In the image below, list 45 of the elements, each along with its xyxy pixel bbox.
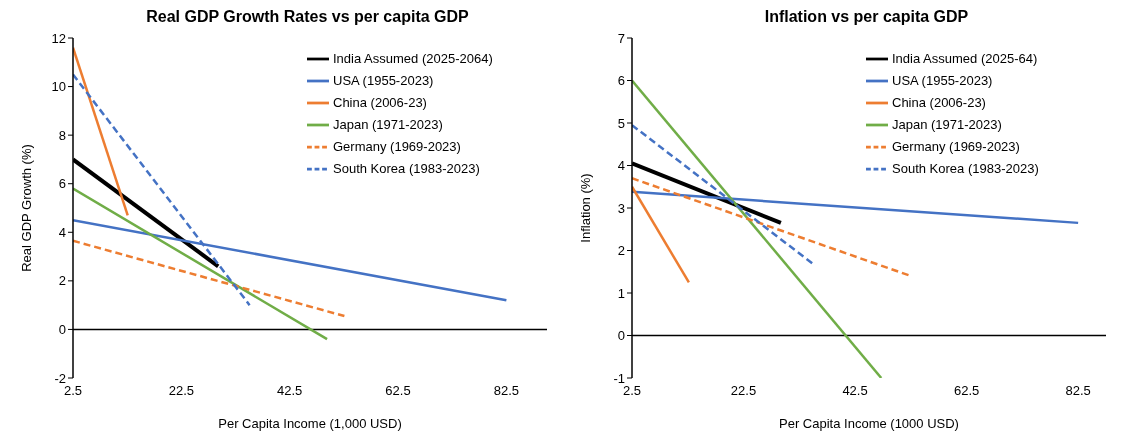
x-tick-label: 62.5 xyxy=(385,383,411,399)
y-axis-title: Real GDP Growth (%) xyxy=(18,144,34,272)
x-tick-label: 82.5 xyxy=(493,383,520,399)
x-tick-label: 82.5 xyxy=(1065,383,1091,399)
legend-label: India Assumed (2025-64) xyxy=(892,51,1038,67)
x-tick-label: 42.5 xyxy=(277,383,303,399)
legend-label: Japan (1971-2023) xyxy=(333,117,443,133)
y-tick-label: -1 xyxy=(613,370,625,386)
y-axis-title: Inflation (%) xyxy=(577,173,593,243)
x-axis-title: Per Capita Income (1,000 USD) xyxy=(218,416,402,431)
y-tick-label: 1 xyxy=(617,285,625,301)
x-tick-label: 2.5 xyxy=(63,383,83,399)
y-tick-label: 6 xyxy=(617,73,625,89)
legend-label: South Korea (1983-2023) xyxy=(892,161,1039,177)
y-tick-label: 10 xyxy=(51,79,66,95)
y-tick-label: 12 xyxy=(51,30,66,46)
y-tick-label: 6 xyxy=(58,176,66,192)
legend-label: Germany (1969-2023) xyxy=(333,139,461,155)
y-tick-label: 0 xyxy=(58,322,66,338)
x-axis-title: Per Capita Income (1000 USD) xyxy=(779,416,959,431)
x-tick-label: 42.5 xyxy=(842,383,868,399)
y-tick-label: 2 xyxy=(58,273,66,289)
y-tick-label: 4 xyxy=(617,158,625,174)
legend-label: China (2006-23) xyxy=(333,95,427,111)
y-tick-label: 4 xyxy=(58,224,66,240)
legend-label: India Assumed (2025-2064) xyxy=(333,51,493,67)
x-tick-label: 22.5 xyxy=(730,383,757,399)
x-tick-label: 22.5 xyxy=(168,383,194,399)
legend-label: Germany (1969-2023) xyxy=(892,139,1020,155)
x-tick-label: 2.5 xyxy=(622,383,642,399)
x-tick-label: 62.5 xyxy=(953,383,980,399)
chart-title: Real GDP Growth Rates vs per capita GDP xyxy=(145,8,470,27)
y-tick-label: -2 xyxy=(54,370,66,386)
legend-label: South Korea (1983-2023) xyxy=(333,161,480,177)
legend-label: USA (1955-2023) xyxy=(333,73,434,89)
y-tick-label: 0 xyxy=(617,328,625,344)
y-tick-label: 3 xyxy=(617,200,625,216)
legend-label: Japan (1971-2023) xyxy=(892,117,1002,133)
y-tick-label: 8 xyxy=(58,127,66,143)
legend-label: China (2006-23) xyxy=(892,95,986,111)
chart-title: Inflation vs per capita GDP xyxy=(763,8,970,27)
y-tick-label: 5 xyxy=(617,115,625,131)
y-tick-label: 2 xyxy=(617,243,625,259)
y-tick-label: 7 xyxy=(617,30,625,46)
legend-label: USA (1955-2023) xyxy=(892,73,993,89)
